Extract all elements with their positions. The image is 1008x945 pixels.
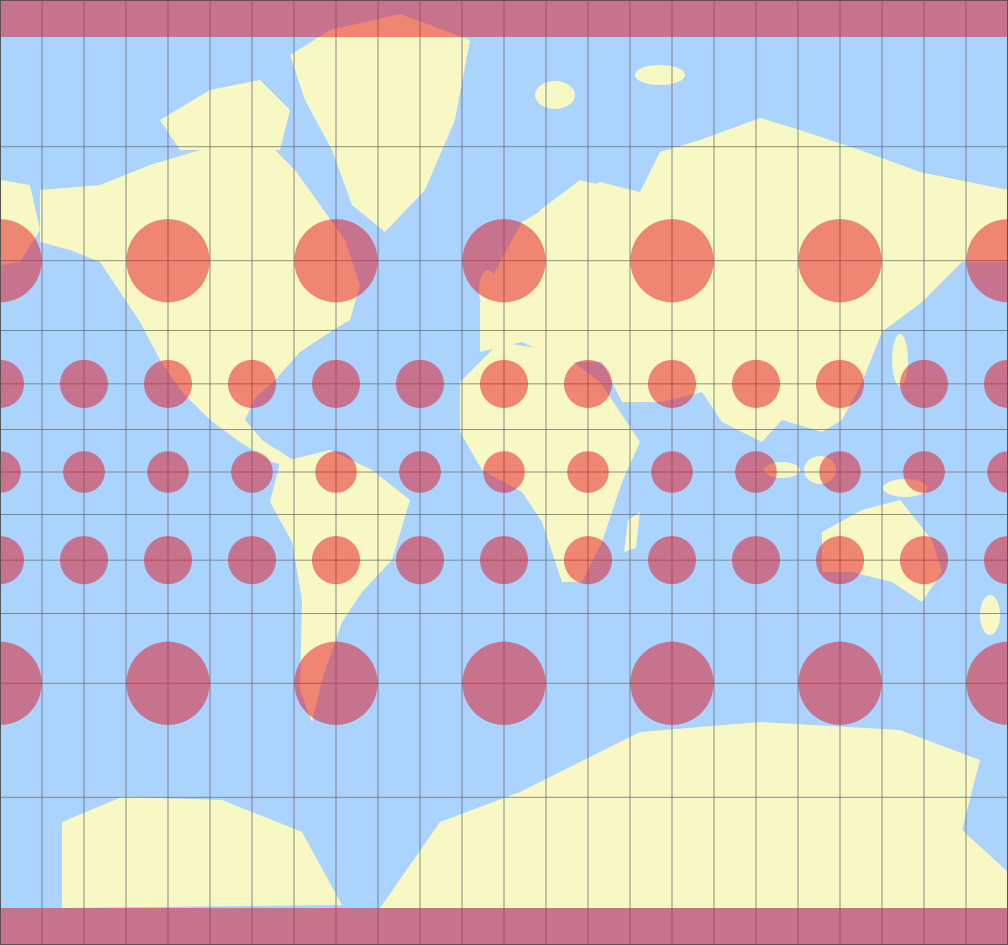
- tissot-circle: [983, 359, 1008, 408]
- tissot-circle: [311, 359, 361, 408]
- tissot-circle: [0, 219, 42, 303]
- tissot-circle: [966, 219, 1008, 303]
- tissot-circle: [126, 219, 210, 303]
- tissot-circle: [731, 359, 781, 408]
- tissot-circle: [899, 536, 949, 585]
- tissot-circle: [567, 451, 609, 493]
- tissot-circle: [0, 536, 25, 585]
- tissot-circle: [647, 536, 697, 585]
- tissot-circle: [462, 219, 546, 303]
- tissot-circle: [731, 536, 781, 585]
- tissot-circle: [735, 451, 777, 493]
- tissot-circle: [59, 536, 109, 585]
- tissot-circle: [395, 359, 445, 408]
- tissot-circle: [143, 536, 193, 585]
- tissot-circle: [294, 641, 378, 725]
- tissot-circle: [399, 451, 441, 493]
- tissot-circle: [815, 359, 865, 408]
- tissot-circle: [630, 641, 714, 725]
- tissot-circle: [0, 451, 21, 493]
- tissot-circle: [462, 641, 546, 725]
- south-america: [270, 450, 410, 722]
- tissot-circle: [647, 359, 697, 408]
- tissot-circle: [0, 641, 42, 725]
- north-america: [40, 135, 360, 470]
- tissot-circle: [59, 359, 109, 408]
- novaya-zemlya: [635, 65, 685, 85]
- tissot-circle: [311, 536, 361, 585]
- tissot-circle: [798, 641, 882, 725]
- tissot-circle: [63, 451, 105, 493]
- tissot-circle: [0, 359, 25, 408]
- tissot-circle: [294, 219, 378, 303]
- tissot-circle: [315, 451, 357, 493]
- tissot-circle: [143, 359, 193, 408]
- tissot-circle: [798, 219, 882, 303]
- tissot-circle: [227, 536, 277, 585]
- svalbard: [535, 81, 575, 109]
- scandinavia: [540, 180, 620, 270]
- tissot-circle: [227, 359, 277, 408]
- tissot-circle: [395, 536, 445, 585]
- arctic-archipelago: [160, 80, 290, 150]
- tissot-circle: [479, 359, 529, 408]
- tissot-circle: [899, 359, 949, 408]
- tissot-circle: [966, 641, 1008, 725]
- tissot-circle: [563, 359, 613, 408]
- tissot-circle: [651, 451, 693, 493]
- greenland: [290, 14, 470, 232]
- north-polar-indicatrix: [0, 0, 1008, 37]
- tissot-circle: [815, 536, 865, 585]
- tissot-circle: [479, 536, 529, 585]
- tissot-circle: [987, 451, 1008, 493]
- tissot-circle: [819, 451, 861, 493]
- madagascar: [624, 512, 640, 552]
- tissot-circle: [147, 451, 189, 493]
- tissot-circle: [483, 451, 525, 493]
- south-polar-indicatrix: [0, 908, 1008, 945]
- antarctica-east: [380, 722, 1008, 908]
- tissot-circle: [630, 219, 714, 303]
- new-zealand: [980, 595, 1000, 635]
- tissot-circle: [126, 641, 210, 725]
- tissot-circle: [983, 536, 1008, 585]
- tissot-circle: [563, 536, 613, 585]
- antarctica-west: [62, 797, 342, 908]
- tissot-circle: [231, 451, 273, 493]
- tissot-circle: [903, 451, 945, 493]
